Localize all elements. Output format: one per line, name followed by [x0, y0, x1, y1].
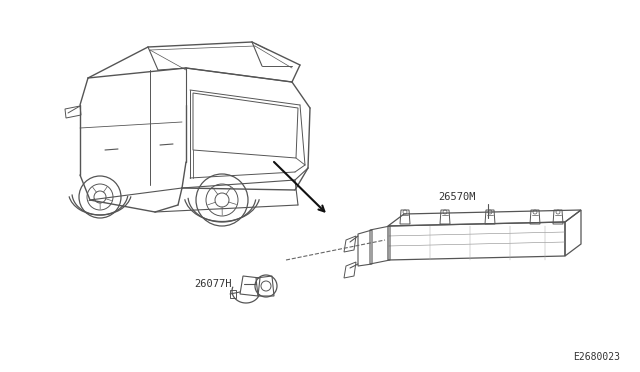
- Text: E2680023: E2680023: [573, 352, 620, 362]
- Text: 26077H: 26077H: [194, 279, 232, 289]
- Text: 26570M: 26570M: [438, 192, 476, 202]
